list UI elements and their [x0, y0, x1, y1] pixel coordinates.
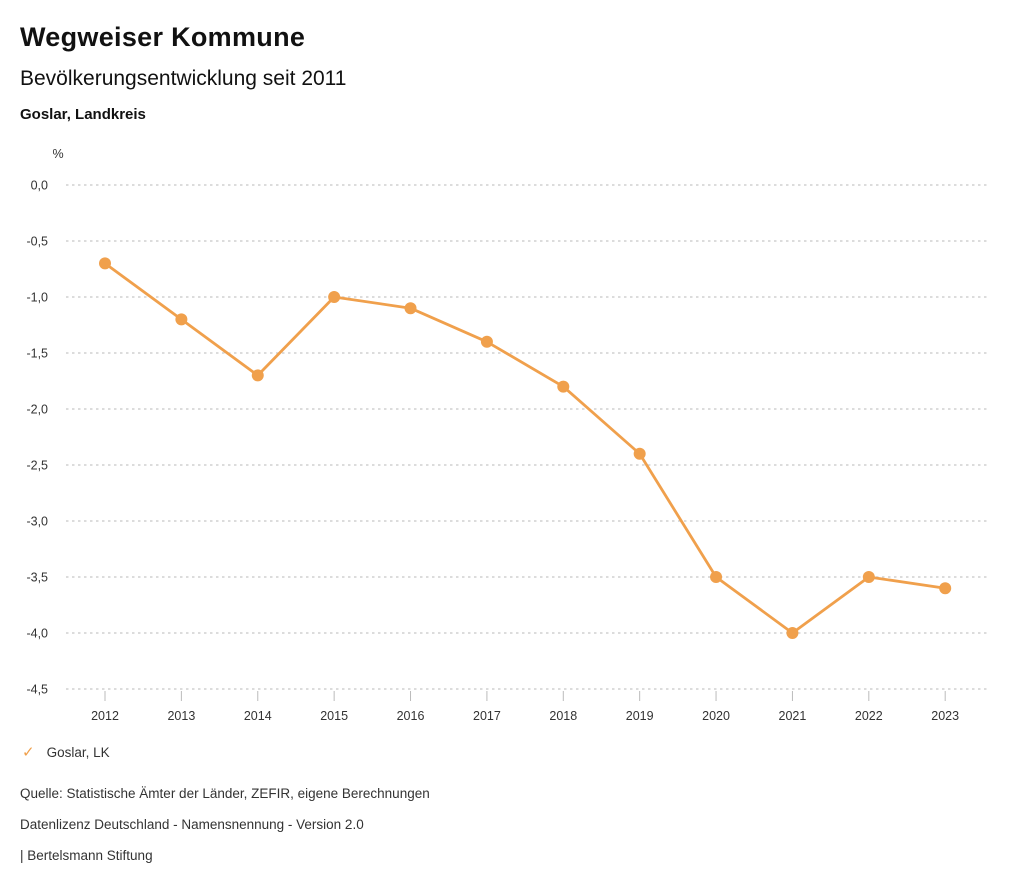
y-tick-label: -4,5	[26, 683, 48, 697]
x-tick-label: 2022	[855, 709, 883, 723]
y-tick-label: -3,5	[26, 571, 48, 585]
data-point	[862, 571, 875, 583]
page-title: Wegweiser Kommune	[20, 22, 306, 52]
legend: ✓ Goslar, LK	[22, 745, 110, 760]
y-tick-label: -2,0	[26, 403, 48, 417]
data-point	[99, 257, 111, 270]
legend-label: Goslar, LK	[46, 745, 110, 760]
attribution-note: | Bertelsmann Stiftung	[20, 848, 153, 863]
y-tick-label: 0,0	[31, 179, 48, 193]
data-point	[939, 582, 952, 595]
x-tick-label: 2020	[702, 709, 730, 723]
y-tick-label: -1,0	[26, 291, 48, 305]
x-tick-label: 2023	[931, 709, 959, 723]
x-tick-label: 2021	[779, 709, 807, 723]
data-point	[710, 571, 723, 583]
line-chart-svg: % 0,0 -0,5 -1,0 -1,5 -2,0 -2,5 -3,0 -3,5 -4,0 -4,5…	[26, 147, 990, 723]
license-note: Datenlizenz Deutschland - Namensnennung …	[20, 817, 364, 832]
x-tick-label: 2017	[473, 709, 501, 723]
check-icon: ✓	[22, 744, 35, 761]
x-tick-label: 2016	[397, 709, 425, 723]
y-tick-label: -4,0	[26, 627, 48, 641]
y-tick-label: -0,5	[26, 235, 48, 249]
y-tick-label: -1,5	[26, 347, 48, 361]
data-point	[633, 447, 646, 460]
chart-subtitle: Bevölkerungsentwicklung seit 2011	[20, 67, 347, 90]
source-note: Quelle: Statistische Ämter der Länder, Z…	[20, 786, 430, 801]
y-tick-label: -3,0	[26, 515, 48, 529]
data-point	[786, 627, 799, 639]
data-point	[251, 369, 264, 382]
data-point	[175, 313, 188, 326]
x-tick-label: 2015	[320, 709, 348, 723]
data-point	[557, 380, 570, 393]
data-point	[480, 335, 493, 348]
data-point	[328, 291, 341, 303]
x-tick-label: 2019	[626, 709, 654, 723]
line-chart: % 0,0 -0,5 -1,0 -1,5 -2,0 -2,5 -3,0 -3,5 -4,0 -4,5…	[0, 140, 1024, 740]
data-point	[404, 302, 417, 315]
x-tick-label: 2018	[549, 709, 577, 723]
x-tick-label: 2012	[91, 709, 119, 723]
y-axis-unit-label: %	[52, 147, 63, 161]
region-label: Goslar, Landkreis	[20, 106, 146, 123]
series-line	[103, 262, 947, 635]
y-tick-label: -2,5	[26, 459, 48, 473]
x-tick-label: 2013	[167, 709, 195, 723]
x-tick-label: 2014	[244, 709, 272, 723]
